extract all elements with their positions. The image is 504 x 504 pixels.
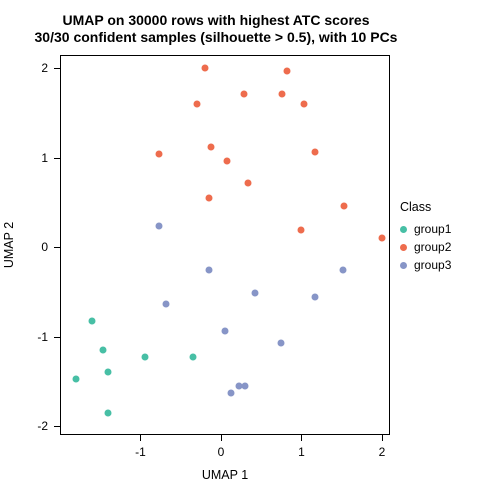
y-tick <box>54 158 60 159</box>
data-point-group3 <box>251 289 258 296</box>
legend-label: group1 <box>414 222 451 236</box>
data-point-group2 <box>156 151 163 158</box>
data-point-group1 <box>105 369 112 376</box>
legend-item: group3 <box>400 256 451 274</box>
data-point-group3 <box>228 389 235 396</box>
data-point-group2 <box>193 101 200 108</box>
y-tick-label: 2 <box>18 61 48 75</box>
x-tick-label: -1 <box>135 445 146 459</box>
data-point-group2 <box>279 91 286 98</box>
data-point-group2 <box>208 144 215 151</box>
legend-label: group2 <box>414 240 451 254</box>
legend-title: Class <box>400 200 451 214</box>
y-tick-label: -1 <box>18 330 48 344</box>
x-tick-label: 0 <box>218 445 225 459</box>
legend-item: group1 <box>400 220 451 238</box>
data-point-group1 <box>141 354 148 361</box>
data-point-group2 <box>224 157 231 164</box>
bottom-border <box>60 434 390 435</box>
chart-title: UMAP on 30000 rows with highest ATC scor… <box>0 12 432 46</box>
data-point-group2 <box>378 235 385 242</box>
top-border <box>60 55 390 56</box>
data-point-group3 <box>312 294 319 301</box>
x-tick-label: 2 <box>379 445 386 459</box>
data-point-group1 <box>73 375 80 382</box>
data-point-group1 <box>89 317 96 324</box>
data-point-group2 <box>341 203 348 210</box>
left-border <box>60 55 61 435</box>
data-point-group3 <box>242 382 249 389</box>
data-point-group3 <box>163 300 170 307</box>
data-point-group2 <box>205 195 212 202</box>
data-point-group2 <box>312 148 319 155</box>
chart-title-line1: UMAP on 30000 rows with highest ATC scor… <box>0 12 432 29</box>
data-point-group3 <box>278 339 285 346</box>
y-tick-label: -2 <box>18 419 48 433</box>
legend-label: group3 <box>414 258 451 272</box>
chart-title-line2: 30/30 confident samples (silhouette > 0.… <box>0 29 432 46</box>
data-point-group1 <box>189 354 196 361</box>
data-point-group2 <box>300 101 307 108</box>
x-tick <box>301 435 302 441</box>
scatter-plot-area <box>60 55 390 435</box>
legend: Class group1 group2 group3 <box>400 200 451 274</box>
data-point-group2 <box>201 65 208 72</box>
x-axis-label: UMAP 1 <box>60 468 390 482</box>
x-tick <box>382 435 383 441</box>
right-border <box>389 55 390 435</box>
data-point-group1 <box>100 347 107 354</box>
y-tick <box>54 426 60 427</box>
data-point-group2 <box>244 179 251 186</box>
x-tick-label: 1 <box>298 445 305 459</box>
data-point-group3 <box>205 267 212 274</box>
y-tick-label: 0 <box>18 240 48 254</box>
legend-swatch-icon <box>400 226 407 233</box>
data-point-group2 <box>283 68 290 75</box>
x-tick <box>221 435 222 441</box>
y-tick <box>54 247 60 248</box>
legend-swatch-icon <box>400 262 407 269</box>
data-point-group1 <box>105 409 112 416</box>
y-tick <box>54 337 60 338</box>
y-tick-label: 1 <box>18 151 48 165</box>
data-point-group3 <box>340 266 347 273</box>
x-tick <box>140 435 141 441</box>
y-tick <box>54 68 60 69</box>
y-axis-label: UMAP 2 <box>0 55 18 435</box>
data-point-group2 <box>298 227 305 234</box>
data-point-group3 <box>222 328 229 335</box>
legend-item: group2 <box>400 238 451 256</box>
legend-swatch-icon <box>400 244 407 251</box>
data-point-group2 <box>240 91 247 98</box>
data-point-group3 <box>156 222 163 229</box>
